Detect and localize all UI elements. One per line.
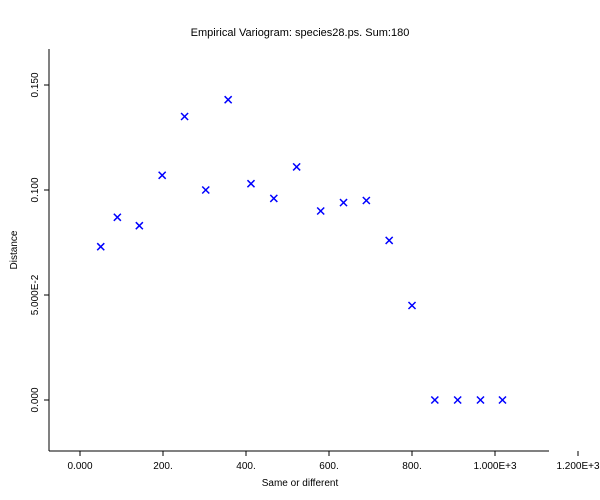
data-point — [476, 395, 485, 405]
data-point — [113, 213, 122, 222]
data-point — [498, 395, 507, 405]
y-tick-label: 0.150 — [30, 72, 41, 97]
y-tick-label: 5.000E-2 — [30, 274, 41, 315]
data-point — [246, 179, 256, 188]
data-point — [224, 95, 233, 104]
data-point — [430, 395, 439, 405]
x-tick-label: 600. — [319, 461, 338, 472]
x-tick-label: 1.200E+3 — [556, 461, 600, 472]
x-tick-label: 0.000 — [67, 461, 92, 472]
data-point — [158, 171, 167, 180]
y-axis-ticks: 0.000 5.000E-2 0.100 0.150 — [30, 72, 49, 413]
data-points — [96, 95, 507, 405]
x-tick-label: 400. — [236, 461, 255, 472]
data-point — [292, 162, 301, 171]
data-point — [96, 242, 105, 251]
y-tick-label: 0.000 — [30, 387, 41, 412]
x-axis-label: Same or different — [262, 478, 339, 489]
data-point — [339, 198, 348, 207]
y-axis-label: Distance — [9, 230, 20, 269]
data-point — [407, 301, 417, 310]
x-axis-ticks: 0.000 200. 400. 600. 800. 1.000E+3 1.200E+3 — [67, 451, 600, 472]
data-point — [362, 196, 371, 205]
data-point — [316, 206, 325, 216]
data-point — [135, 221, 144, 230]
data-point — [385, 236, 394, 245]
data-point — [180, 112, 189, 121]
chart-title: Empirical Variogram: species28.ps. Sum:1… — [191, 27, 410, 39]
x-tick-label: 200. — [153, 461, 172, 472]
x-tick-label: 800. — [402, 461, 421, 472]
x-tick-label: 1.000E+3 — [473, 461, 517, 472]
data-point — [269, 194, 278, 203]
y-tick-label: 0.100 — [30, 177, 41, 202]
data-point — [201, 185, 210, 195]
data-point — [453, 395, 462, 405]
